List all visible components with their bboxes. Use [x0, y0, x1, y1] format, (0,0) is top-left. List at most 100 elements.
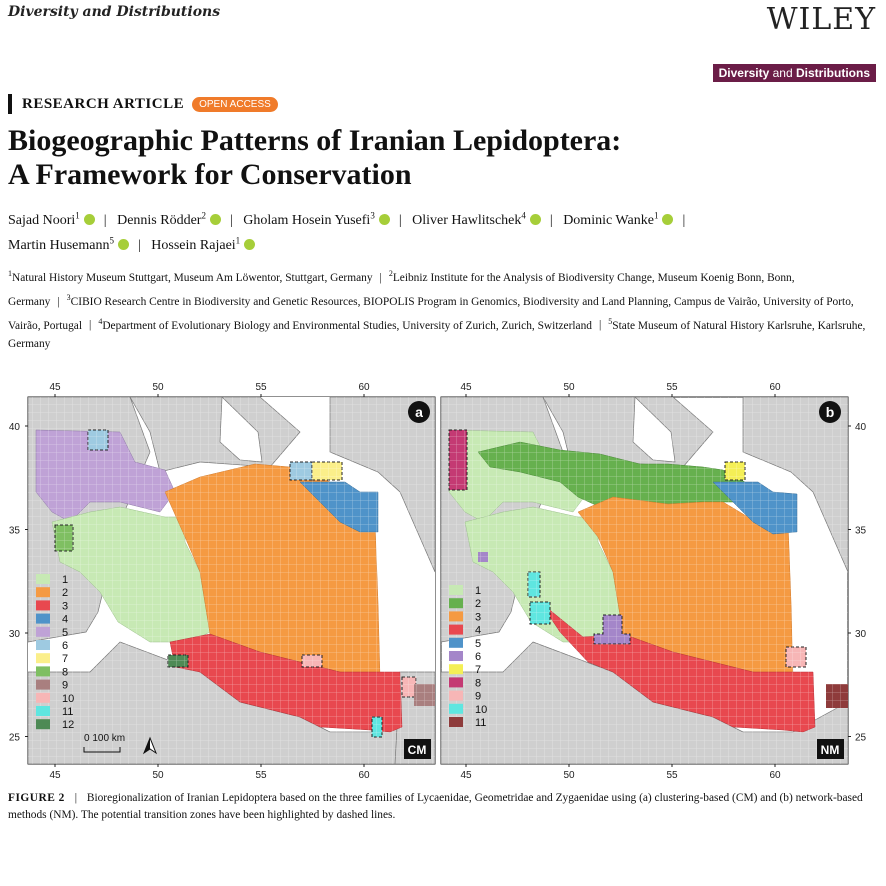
- caption-text: Bioregionalization of Iranian Lepidopter…: [8, 792, 863, 821]
- orcid-icon[interactable]: [662, 213, 674, 225]
- lon-tick-label: 45: [49, 382, 61, 393]
- legend-label: 3: [475, 611, 481, 623]
- orcid-icon[interactable]: [529, 213, 541, 225]
- legend-swatch: [36, 706, 50, 716]
- author-name: Oliver Hawlitschek: [412, 212, 522, 228]
- orcid-icon[interactable]: [244, 239, 256, 251]
- legend-swatch: [449, 598, 463, 609]
- article-title: Biogeographic Patterns of Iranian Lepido…: [8, 124, 868, 192]
- panel-b-letter: b: [826, 404, 835, 420]
- author-sup: 1: [653, 210, 659, 220]
- orcid-icon[interactable]: [209, 213, 221, 225]
- author[interactable]: Gholam Hosein Yusefi3: [243, 210, 392, 228]
- affiliation: Natural History Museum Stuttgart, Museum…: [12, 271, 373, 284]
- legend-swatch: [449, 717, 463, 727]
- author[interactable]: Sajad Noori1: [8, 210, 97, 228]
- orcid-icon[interactable]: [83, 213, 95, 225]
- affiliation: Leibniz Institute for the Analysis of Bi…: [8, 271, 795, 308]
- panel-b-letter-circle: [819, 401, 841, 423]
- lon-tick-label: 50: [152, 770, 164, 781]
- legend-label: 7: [62, 653, 68, 665]
- lat-tick-label: 35: [855, 526, 867, 537]
- legend-label: 2: [62, 587, 68, 599]
- legend-label: 6: [62, 640, 68, 652]
- legend-swatch: [449, 690, 463, 701]
- legend-swatch: [36, 640, 50, 650]
- caption-sep: |: [74, 792, 77, 804]
- badge-word-2: and: [769, 66, 796, 80]
- lon-tick-label: 50: [152, 382, 164, 393]
- legend-swatch: [36, 692, 50, 703]
- author-name: Sajad Noori: [8, 212, 76, 228]
- caption-label: FIGURE 2: [8, 792, 65, 804]
- legend-swatch: [449, 703, 463, 714]
- lat-tick-label: 35: [9, 526, 21, 537]
- legend-label: 12: [62, 719, 74, 731]
- legend-swatch: [449, 585, 463, 595]
- legend-swatch: [449, 611, 463, 622]
- journal-name: Diversity and Distributions: [8, 4, 221, 20]
- author-sup: 2: [201, 210, 206, 220]
- panel-b-map: [441, 397, 848, 764]
- legend-swatch: [36, 587, 50, 598]
- legend-swatch: [36, 574, 50, 584]
- title-line-2: A Framework for Conservation: [8, 158, 412, 191]
- legend-swatch: [36, 679, 50, 690]
- panel-a-method: CM: [408, 743, 427, 757]
- lon-tick-label: 60: [358, 382, 370, 393]
- figure-caption: FIGURE 2 | Bioregionalization of Iranian…: [8, 790, 880, 824]
- author-sup: 1: [235, 235, 241, 246]
- article-type: RESEARCH ARTICLE: [22, 95, 185, 112]
- panel-a-method-box: [404, 739, 431, 759]
- panel-a-letter: a: [415, 404, 423, 420]
- legend-label: 6: [475, 651, 481, 663]
- legend-label: 5: [62, 627, 68, 639]
- legend-label: 1: [62, 574, 68, 586]
- legend-swatch: [36, 613, 50, 624]
- article-type-bar: [8, 94, 12, 114]
- lon-tick-label: 50: [563, 770, 575, 781]
- panel-b-method: NM: [821, 743, 840, 757]
- lon-tick-label: 55: [666, 770, 678, 781]
- legend-label: 4: [62, 614, 68, 626]
- lon-tick-label: 55: [666, 382, 678, 393]
- title-line-1: Biogeographic Patterns of Iranian Lepido…: [8, 124, 622, 157]
- legend-label: 10: [62, 693, 74, 705]
- author-sup: 1: [75, 210, 80, 220]
- author-sup: 4: [521, 210, 526, 220]
- lon-tick-label: 45: [49, 770, 61, 781]
- open-access-badge[interactable]: OPEN ACCESS: [192, 96, 278, 112]
- legend-label: 3: [62, 600, 68, 612]
- orcid-icon[interactable]: [117, 239, 129, 251]
- scale-label: 0 100 km: [84, 733, 125, 744]
- lon-tick-label: 55: [255, 770, 267, 781]
- lon-tick-label: 60: [358, 770, 370, 781]
- affiliations: 1Natural History Museum Stuttgart, Museu…: [8, 269, 866, 351]
- lat-tick-label: 40: [855, 422, 867, 433]
- author[interactable]: Oliver Hawlitschek4: [412, 210, 543, 228]
- lon-tick-label: 60: [769, 382, 781, 393]
- publisher-logo: WILEY: [766, 2, 876, 37]
- author-name: Martin Husemann: [8, 238, 110, 254]
- legend-label: 11: [475, 717, 486, 729]
- author[interactable]: Dominic Wanke1: [563, 210, 675, 228]
- orcid-icon[interactable]: [378, 213, 390, 225]
- badge-word-1: Diversity: [718, 66, 770, 80]
- legend-swatch: [449, 677, 463, 688]
- lon-tick-label: 50: [563, 382, 575, 393]
- legend-label: 9: [62, 680, 68, 692]
- author[interactable]: Hossein Rajaei1: [151, 235, 257, 253]
- legend-label: 8: [62, 666, 68, 678]
- legend-label: 9: [475, 691, 481, 703]
- author[interactable]: Dennis Rödder2: [117, 210, 223, 228]
- article-type-row: RESEARCH ARTICLE OPEN ACCESS: [8, 94, 278, 114]
- legend-swatch: [36, 666, 50, 677]
- badge-word-3: Distributions: [796, 66, 870, 80]
- author[interactable]: Martin Husemann5: [8, 236, 131, 254]
- author-name: Dennis Rödder: [117, 212, 202, 228]
